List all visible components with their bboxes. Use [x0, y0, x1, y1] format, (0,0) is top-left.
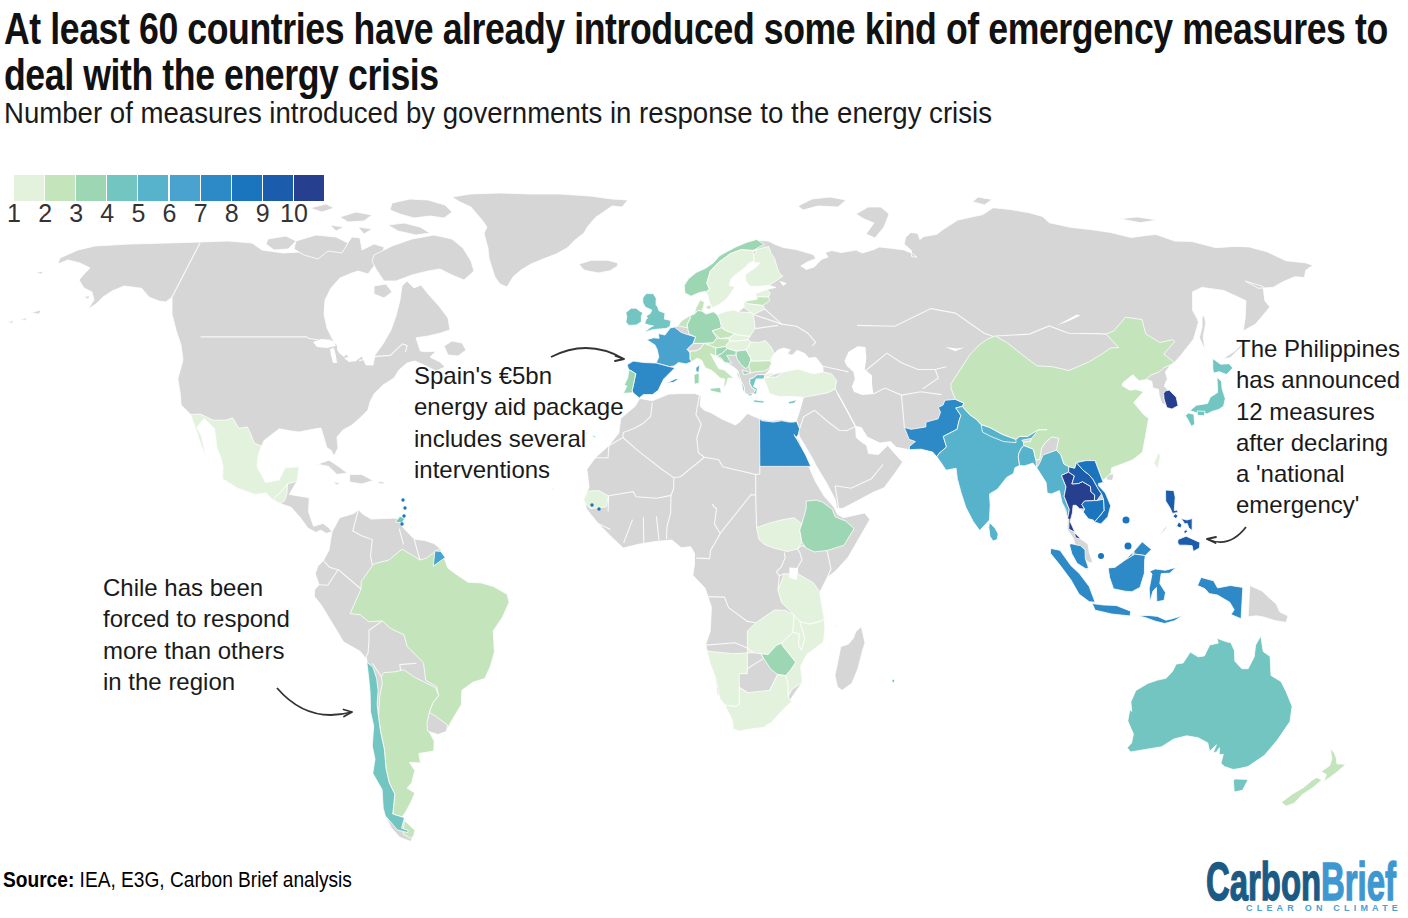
svg-text:CarbonBrief: CarbonBrief	[1206, 851, 1397, 911]
